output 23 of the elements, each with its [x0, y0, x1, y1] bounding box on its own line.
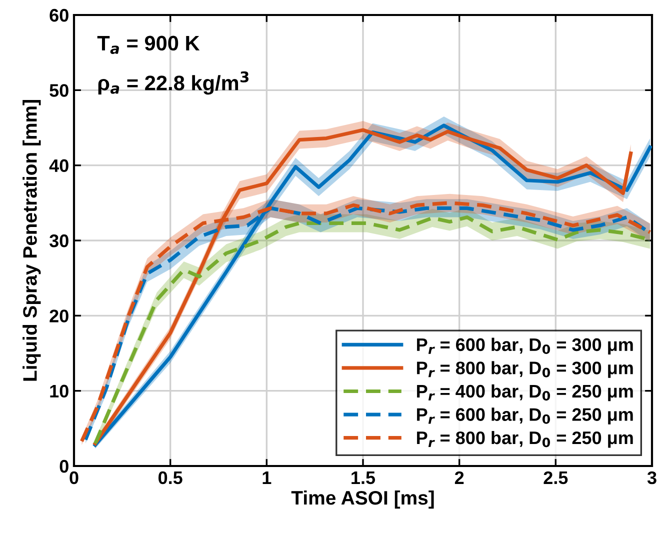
legend-label: P$_{r}$ = 600 bar, D$_{0}$ = 250 μm: [417, 408, 633, 424]
annotation: T$_{a}$ = 900 K: [97, 36, 200, 54]
x-tick-label: 0: [70, 471, 78, 484]
x-axis-title: Time ASOI [ms]: [291, 490, 434, 509]
x-tick-label: 1.5: [352, 472, 376, 484]
y-tick-label: 10: [50, 384, 68, 398]
legend-label: P$_{r}$ = 400 bar, D$_{0}$ = 250 μm: [417, 384, 633, 402]
y-axis-title: Liquid Spray Penetration [mm]: [22, 100, 41, 381]
y-tick-label: 30: [49, 234, 68, 248]
annotation: ρ$_{a}$ = 22.8 kg/m$^{3}$: [98, 71, 249, 95]
x-tick-label: 3: [647, 471, 656, 484]
y-tick-label: 60: [50, 8, 68, 22]
y-tick-label: 40: [49, 159, 68, 172]
x-tick-label: 1: [262, 472, 272, 484]
x-tick-label: 0.5: [158, 471, 182, 484]
y-tick-label: 20: [50, 310, 68, 322]
legend-label: P$_{r}$ = 800 bar, D$_{0}$ = 300 μm: [417, 361, 633, 378]
legend-label: P$_{r}$ = 800 bar, D$_{0}$ = 250 μm: [417, 430, 633, 448]
x-tick-label: 2.5: [544, 471, 568, 484]
x-tick-label: 2: [454, 471, 464, 484]
y-tick-label: 50: [50, 84, 68, 97]
legend-label: P$_{r}$ = 600 bar, D$_{0}$ = 300 μm: [417, 338, 633, 355]
y-tick-label: 0: [60, 460, 68, 473]
